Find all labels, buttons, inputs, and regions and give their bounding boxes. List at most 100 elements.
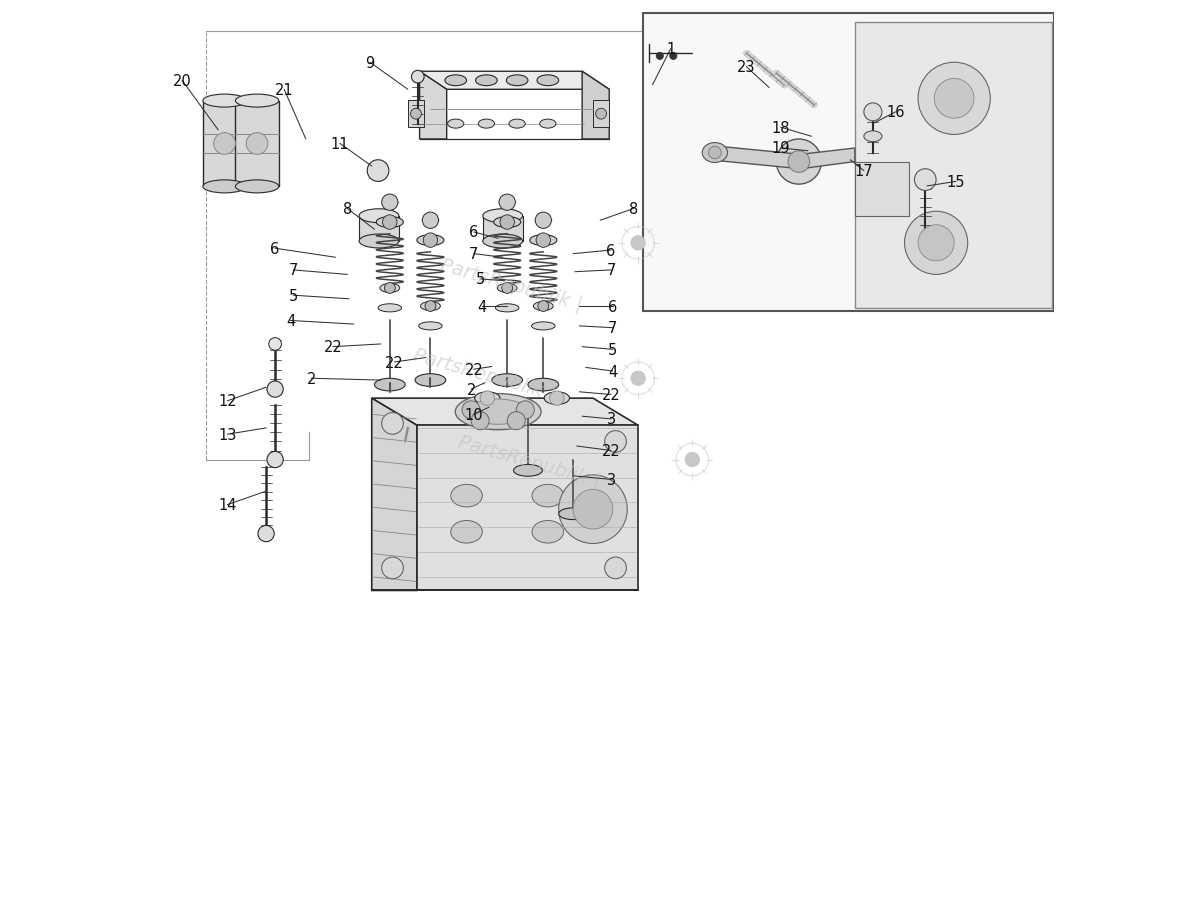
Ellipse shape [533,302,554,311]
Ellipse shape [359,209,399,224]
Ellipse shape [532,323,555,331]
Circle shape [471,412,489,430]
Polygon shape [372,399,638,426]
Circle shape [919,63,991,135]
Circle shape [480,391,495,406]
Ellipse shape [476,76,497,87]
Ellipse shape [529,379,559,391]
Circle shape [538,301,549,312]
Circle shape [411,109,421,120]
Ellipse shape [445,76,467,87]
Bar [359,216,399,242]
Text: 1: 1 [666,42,675,57]
Circle shape [247,133,268,155]
Text: 17: 17 [855,164,873,179]
Circle shape [685,453,700,467]
Ellipse shape [492,374,523,387]
Circle shape [915,170,937,191]
Circle shape [383,216,397,230]
Text: 6: 6 [470,226,478,240]
Circle shape [412,71,424,84]
Ellipse shape [450,521,483,543]
Ellipse shape [455,394,541,430]
Text: 10: 10 [465,408,483,422]
Text: 8: 8 [343,202,352,216]
Text: 18: 18 [772,121,790,135]
Text: 9: 9 [365,56,374,70]
Circle shape [267,382,283,398]
Circle shape [268,338,282,351]
Circle shape [258,526,275,542]
Circle shape [423,213,438,229]
Circle shape [424,234,438,248]
Polygon shape [372,399,417,591]
Ellipse shape [496,305,519,313]
Text: 2: 2 [466,382,476,397]
Ellipse shape [420,302,441,311]
Ellipse shape [474,392,500,405]
Text: 6: 6 [608,299,618,314]
Text: 14: 14 [218,498,236,512]
Text: 5: 5 [289,289,297,303]
Text: 13: 13 [218,428,236,442]
Circle shape [517,401,535,419]
Circle shape [382,195,399,211]
Ellipse shape [374,379,406,391]
Circle shape [507,412,525,430]
Ellipse shape [532,521,563,543]
Polygon shape [709,146,855,170]
Text: 3: 3 [607,473,615,487]
Circle shape [708,147,721,160]
Ellipse shape [530,235,556,246]
Circle shape [267,452,283,468]
Circle shape [500,216,514,230]
Ellipse shape [378,305,402,313]
Polygon shape [420,72,447,140]
Text: 7: 7 [608,321,618,336]
Ellipse shape [415,374,445,387]
Text: 22: 22 [602,388,620,402]
Text: PartsRepublik |: PartsRepublik | [412,345,557,404]
Circle shape [550,391,565,406]
Ellipse shape [532,484,563,507]
Ellipse shape [202,95,247,108]
Circle shape [631,236,645,251]
Circle shape [864,104,881,122]
Ellipse shape [537,76,559,87]
Circle shape [425,301,436,312]
Circle shape [536,234,550,248]
Ellipse shape [494,217,521,228]
Text: 22: 22 [602,444,620,458]
Text: 4: 4 [477,299,486,314]
Ellipse shape [483,209,523,224]
Bar [236,101,279,187]
Circle shape [789,152,810,173]
Ellipse shape [702,143,727,163]
Text: 22: 22 [324,340,342,354]
Text: PartsRepublik |: PartsRepublik | [438,254,585,314]
Circle shape [604,431,626,453]
Bar [408,101,424,128]
Polygon shape [583,72,609,140]
Circle shape [462,401,480,419]
Ellipse shape [539,120,556,129]
Bar [594,101,609,128]
Ellipse shape [359,235,399,249]
Text: 5: 5 [608,343,618,357]
Circle shape [934,79,974,119]
Ellipse shape [864,132,881,143]
Ellipse shape [448,120,464,129]
Text: 7: 7 [607,263,615,278]
Text: 11: 11 [331,137,349,152]
Ellipse shape [507,76,529,87]
Polygon shape [420,72,609,90]
Ellipse shape [450,484,483,507]
Ellipse shape [419,323,442,331]
Ellipse shape [559,508,588,520]
Text: 15: 15 [946,175,966,189]
Text: 20: 20 [172,74,191,88]
Bar [483,216,523,242]
Text: 4: 4 [608,364,618,379]
Ellipse shape [202,180,247,194]
Text: 12: 12 [218,394,236,409]
